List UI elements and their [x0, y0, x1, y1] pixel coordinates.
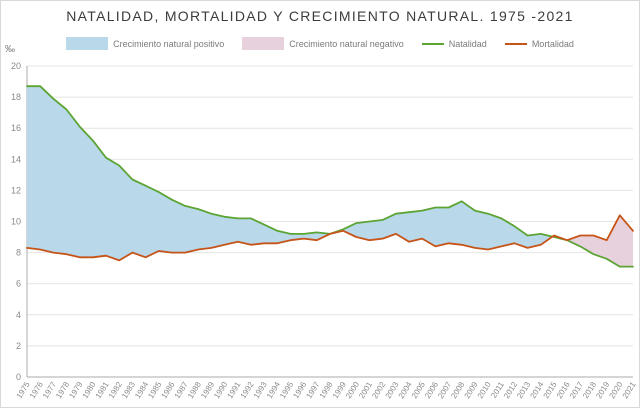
svg-text:0: 0 [16, 372, 21, 382]
svg-text:8: 8 [16, 248, 21, 258]
legend-item-1: Crecimiento natural negativo [242, 37, 404, 50]
svg-text:4: 4 [16, 310, 21, 320]
svg-text:2010: 2010 [476, 380, 493, 400]
y-axis-labels: 0 2 4 6 8 10 12 14 16 18 20 [11, 61, 21, 382]
y-axis-unit-label: ‰ [5, 44, 15, 55]
legend-item-2: Natalidad [421, 38, 487, 49]
legend-label: Crecimiento natural negativo [289, 38, 404, 49]
legend-line-swatch [504, 42, 527, 45]
chart-title: NATALIDAD, MORTALIDAD Y CRECIMIENTO NATU… [66, 8, 574, 24]
legend-line-swatch [421, 42, 444, 45]
svg-text:20: 20 [11, 61, 21, 71]
svg-text:18: 18 [11, 92, 21, 102]
x-axis-labels: 1975197619771978197919801981198219831984… [15, 380, 638, 400]
svg-text:14: 14 [11, 154, 21, 164]
mortalidad-line [26, 214, 634, 262]
legend-area-swatch [242, 37, 285, 50]
svg-text:16: 16 [11, 123, 21, 133]
chart-legend: Crecimiento natural positivo Crecimiento … [0, 37, 640, 50]
legend-item-3: Mortalidad [504, 38, 574, 49]
legend-item-0: Crecimiento natural positivo [66, 37, 224, 50]
legend-label: Mortalidad [531, 38, 574, 49]
svg-text:6: 6 [16, 279, 21, 289]
svg-text:2: 2 [16, 341, 21, 351]
negative-growth-area [552, 215, 633, 267]
legend-label: Crecimiento natural positivo [113, 38, 225, 49]
svg-text:12: 12 [11, 185, 21, 195]
svg-text:2021: 2021 [621, 380, 638, 400]
positive-growth-area [27, 86, 553, 261]
legend-area-swatch [66, 37, 109, 50]
legend-label: Natalidad [448, 38, 487, 49]
svg-text:10: 10 [11, 217, 21, 227]
